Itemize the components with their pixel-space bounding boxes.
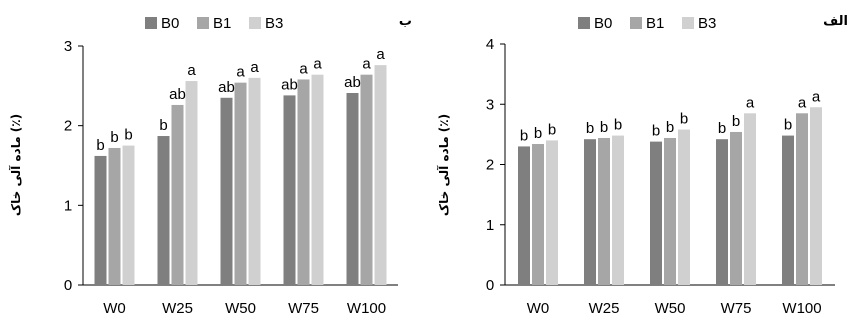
chart-0-legend-swatch-B3 — [249, 17, 261, 29]
chart-1-significance-letter: b — [680, 111, 688, 128]
chart-0-significance-letter: b — [96, 137, 104, 154]
chart-0-panel-label: ب — [399, 14, 412, 29]
chart-1-bar-B0-W50 — [650, 141, 662, 285]
chart-0-x-tick-label: W25 — [162, 300, 193, 317]
chart-1-significance-letter: b — [652, 123, 660, 140]
chart-1-bar-B3-W75 — [744, 113, 756, 285]
chart-1-significance-letter: a — [746, 94, 755, 111]
chart-0-bar-B3-W50 — [248, 77, 261, 285]
chart-1-x-tick-label: W0 — [527, 300, 550, 317]
chart-0-bar-B3-W100 — [374, 65, 387, 286]
chart-0-legend-label: B0 — [161, 15, 179, 32]
chart-0-bar-B0-W75 — [283, 95, 296, 285]
chart-0-y-tick-label: 0 — [64, 277, 72, 294]
chart-1-bar-B1-W0 — [532, 144, 544, 285]
chart-1-significance-letter: b — [600, 119, 608, 136]
chart-1-significance-letter: b — [718, 120, 726, 137]
chart-0-bar-B1-W50 — [234, 82, 247, 285]
chart-1-significance-letter: a — [798, 94, 807, 111]
chart-0-bar-B1-W75 — [297, 79, 310, 286]
chart-0-significance-letter: a — [187, 62, 196, 79]
chart-1-legend-label: B1 — [646, 15, 664, 32]
chart-1-significance-letter: b — [548, 121, 556, 138]
chart-0-significance-letter: b — [124, 127, 132, 144]
chart-1-bar-B0-W75 — [716, 139, 728, 285]
chart-0-significance-letter: a — [250, 59, 259, 76]
chart-0-legend-swatch-B1 — [197, 17, 209, 29]
chart-0-significance-letter: a — [313, 56, 322, 73]
chart-1-bar-B3-W50 — [678, 129, 690, 285]
chart-0-bar-B3-W0 — [122, 145, 135, 285]
chart-1-y-tick-label: 3 — [486, 96, 494, 113]
chart-0-significance-letter: a — [236, 64, 245, 81]
chart-1-bar-B3-W100 — [810, 107, 822, 285]
chart-1-bar-B0-W0 — [518, 146, 530, 285]
chart-1-legend-swatch-B0 — [578, 17, 590, 29]
chart-1-x-tick-label: W25 — [589, 300, 620, 317]
chart-1-bar-B0-W100 — [782, 135, 794, 285]
chart-0-y-tick-label: 1 — [64, 197, 72, 214]
chart-0-x-tick-label: W100 — [347, 300, 386, 317]
chart-0-x-tick-label: W75 — [288, 300, 319, 317]
chart-1-significance-letter: b — [732, 113, 740, 130]
chart-0-bar-B0-W50 — [220, 97, 233, 286]
chart-1-x-tick-label: W75 — [721, 300, 752, 317]
chart-0-significance-letter: a — [376, 46, 385, 63]
chart-0-legend-label: B1 — [213, 15, 231, 32]
chart-0-x-tick-label: W50 — [225, 300, 256, 317]
chart-0-significance-letter: ab — [169, 86, 186, 103]
chart-1-bar-B1-W25 — [598, 137, 610, 285]
chart-1-y-tick-label: 1 — [486, 217, 494, 234]
chart-0-significance-letter: b — [159, 117, 167, 134]
chart-1-significance-letter: b — [534, 125, 542, 142]
chart-1-bar-B3-W0 — [546, 140, 558, 285]
chart-1-bar-B1-W75 — [730, 131, 742, 285]
chart-1-legend-label: B3 — [698, 15, 716, 32]
chart-0-y-axis-title: ماده آلی خاک (٪) — [8, 114, 23, 216]
chart-1-bar-B0-W25 — [584, 139, 596, 285]
chart-0-significance-letter: ab — [281, 76, 298, 93]
chart-0-bar-B0-W0 — [94, 155, 107, 285]
chart-1-legend-swatch-B1 — [630, 17, 642, 29]
chart-0-bar-B3-W25 — [185, 81, 198, 285]
chart-0-significance-letter: a — [362, 56, 371, 73]
chart-1-significance-letter: b — [666, 119, 674, 136]
chart-0-significance-letter: b — [110, 129, 118, 146]
chart-0-significance-letter: ab — [218, 79, 235, 96]
chart-0-bar-B0-W25 — [157, 136, 170, 285]
chart-0-bar-B1-W0 — [108, 147, 121, 285]
chart-0-significance-letter: a — [299, 60, 308, 77]
chart-1-y-tick-label: 0 — [486, 277, 494, 294]
chart-1-legend-label: B0 — [594, 15, 612, 32]
chart-1-significance-letter: b — [614, 117, 622, 134]
chart-0-legend-swatch-B0 — [145, 17, 157, 29]
chart-0-legend-label: B3 — [265, 15, 283, 32]
chart-1-bar-B1-W100 — [796, 113, 808, 285]
chart-1-significance-letter: b — [586, 120, 594, 137]
chart-1-bar-B3-W25 — [612, 135, 624, 285]
chart-1-significance-letter: a — [812, 88, 821, 105]
chart-1-y-tick-label: 4 — [486, 36, 494, 53]
chart-0-bar-B1-W100 — [360, 74, 373, 286]
chart-1-x-tick-label: W100 — [782, 300, 821, 317]
chart-1-x-tick-label: W50 — [655, 300, 686, 317]
chart-1-y-axis-title: ماده آلی خاک (٪) — [436, 114, 451, 216]
chart-0-x-tick-label: W0 — [103, 300, 126, 317]
chart-0-y-tick-label: 2 — [64, 118, 72, 135]
chart-1-significance-letter: b — [520, 127, 528, 144]
chart-1-legend-swatch-B3 — [682, 17, 694, 29]
chart-1-bar-B1-W50 — [664, 137, 676, 285]
chart-1-y-tick-label: 2 — [486, 157, 494, 174]
chart-0-bar-B1-W25 — [171, 104, 184, 285]
chart-0-bar-B0-W100 — [346, 93, 359, 286]
chart-0-y-tick-label: 3 — [64, 38, 72, 55]
chart-1-significance-letter: b — [784, 117, 792, 134]
chart-0-bar-B3-W75 — [311, 74, 324, 286]
chart-1-panel-label: الف — [823, 14, 848, 29]
chart-0-significance-letter: ab — [344, 74, 361, 91]
